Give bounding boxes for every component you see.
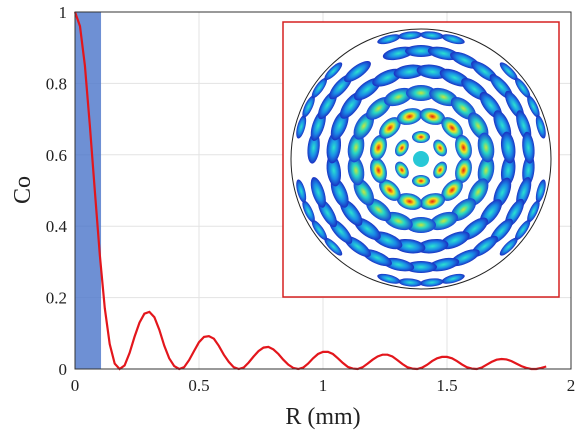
inset-lobe <box>477 155 495 186</box>
inset-lobe <box>514 220 531 241</box>
inset-lobe <box>405 45 437 57</box>
inset-lobe <box>384 211 413 231</box>
inset-lobe <box>384 87 413 107</box>
tick-labels: 0 0.5 1 1.5 2 0 0.2 0.4 0.6 0.8 1 <box>46 3 576 395</box>
inset-lobe <box>419 278 444 287</box>
inset-lobe <box>324 237 343 256</box>
series-line <box>73 11 547 371</box>
inset-lobe <box>396 108 423 125</box>
inset-lobe <box>527 200 540 223</box>
inset-lobe <box>527 95 540 118</box>
shaded-region <box>75 12 102 369</box>
y-tick-label: 0.8 <box>46 74 67 93</box>
y-tick-label: 0.2 <box>46 289 67 308</box>
x-tick-label: 1.5 <box>436 376 457 395</box>
y-axis-label: Co <box>10 176 36 204</box>
inset-lobe <box>324 62 343 81</box>
inset-lobe <box>419 31 444 40</box>
inset-lobe <box>441 117 463 139</box>
inset-lobe <box>398 278 423 287</box>
inset-image <box>282 21 560 298</box>
inset-lobe <box>311 220 328 241</box>
inset-lobe <box>499 62 518 81</box>
axes-frame <box>74 11 572 370</box>
inset-lobe <box>406 217 436 233</box>
inset-lobe <box>302 95 315 118</box>
inset-lobe <box>535 179 546 203</box>
inset-lobe <box>347 132 365 163</box>
y-tick-label: 1 <box>59 3 68 22</box>
inset-lobe <box>344 61 371 83</box>
inset-lobe <box>379 117 401 139</box>
inset-lobe <box>429 87 458 107</box>
inset-lobe <box>377 34 401 45</box>
inset-lobe <box>535 115 546 139</box>
inset-lobe <box>405 261 437 273</box>
inset-lobe <box>347 155 365 186</box>
inset-lobe <box>429 211 458 231</box>
y-tick-label: 0.6 <box>46 146 67 165</box>
inset-lobe <box>433 139 447 157</box>
inset-lobe <box>433 161 447 179</box>
y-tick-label: 0.4 <box>46 217 68 236</box>
x-axis-label: R (mm) <box>285 404 360 430</box>
inset-lobe <box>455 134 472 161</box>
x-tick-label: 2 <box>567 376 576 395</box>
inset-lobe <box>370 157 387 184</box>
inset-lobe <box>395 139 409 157</box>
inset-lobe <box>514 77 531 98</box>
x-tick-label: 0.5 <box>188 376 209 395</box>
x-tick-label: 0 <box>71 376 80 395</box>
inset-core <box>413 151 429 167</box>
inset-lobe <box>311 77 328 98</box>
inset-lobe <box>441 179 463 201</box>
inset-lobe <box>441 273 465 284</box>
inset-lobe <box>522 131 535 164</box>
inset-lobe <box>419 108 446 125</box>
inset-lobe <box>477 132 495 163</box>
inset-lobe <box>455 157 472 184</box>
inset-lobe <box>499 237 518 256</box>
inset-lobes <box>296 31 546 287</box>
inset-lobe <box>412 175 430 187</box>
inset-lobe <box>500 131 516 164</box>
inset-lobe <box>370 134 387 161</box>
inset-lobe <box>377 273 401 284</box>
inset-lobe <box>398 31 423 40</box>
inset-lobe <box>310 177 326 208</box>
y-tick-label: 0 <box>59 360 68 379</box>
inset-lobe <box>441 34 465 45</box>
inset-lobe <box>379 179 401 201</box>
inset-lobe <box>396 193 423 210</box>
inset-lobe <box>296 179 307 203</box>
inset-lobe <box>412 131 430 143</box>
inset-lobe <box>406 85 436 101</box>
inset-lobe <box>395 161 409 179</box>
inset-lobe <box>419 193 446 210</box>
inset-lobe <box>302 200 315 223</box>
inset-lobe <box>296 115 307 139</box>
x-tick-label: 1 <box>319 376 328 395</box>
